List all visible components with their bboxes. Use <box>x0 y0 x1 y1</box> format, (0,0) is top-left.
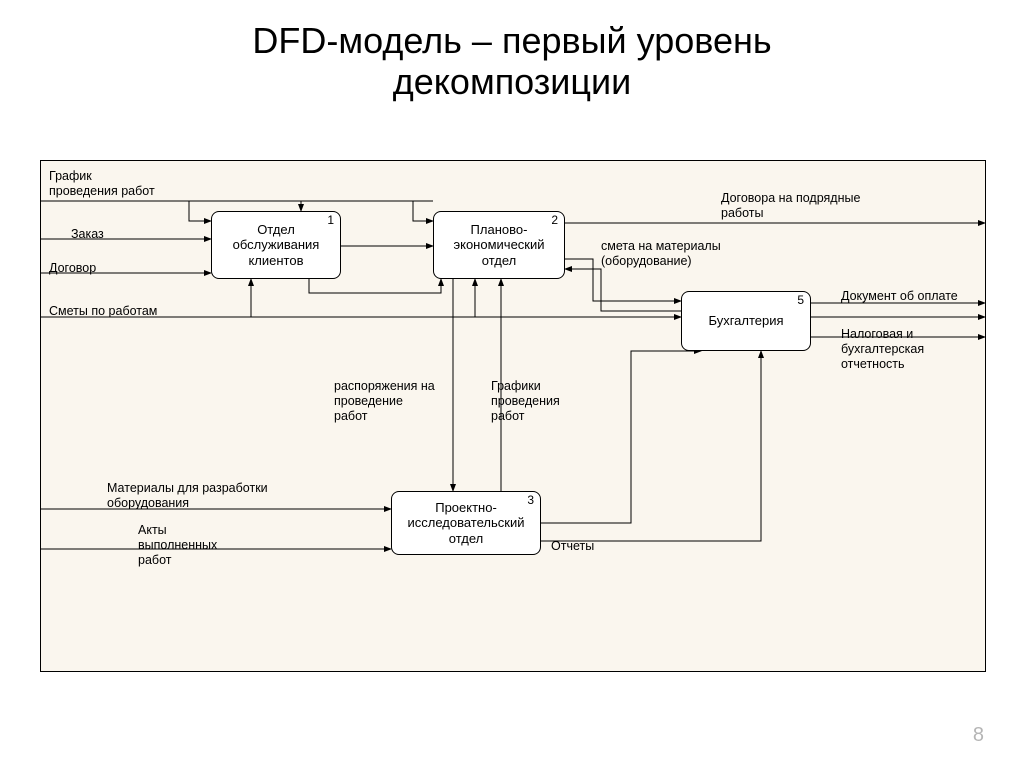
flow-arrow <box>413 201 433 221</box>
flow-arrow <box>541 351 701 523</box>
flow-label: Сметы по работам <box>49 304 157 319</box>
flow-label: Акты выполненных работ <box>138 523 217 568</box>
flow-arrow <box>309 279 441 293</box>
flow-label: смета на материалы (оборудование) <box>601 239 721 269</box>
flow-label: Налоговая и бухгалтерская отчетность <box>841 327 924 372</box>
node-number: 3 <box>527 493 534 507</box>
dfd-diagram: 1 Отделобслуживанияклиентов 2 Планово-эконо… <box>40 160 986 672</box>
flow-label: Графики проведения работ <box>491 379 560 424</box>
node-label-line: отдел <box>482 253 516 269</box>
flow-label: Документ об оплате <box>841 289 958 304</box>
node-label-line: Отдел <box>257 222 295 238</box>
flow-label: распоряжения на проведение работ <box>334 379 435 424</box>
flow-arrow <box>565 269 681 311</box>
title-line-2: декомпозиции <box>393 61 632 102</box>
process-node-n5: 5 Бухгалтерия <box>681 291 811 351</box>
flow-label: График проведения работ <box>49 169 155 199</box>
node-label-line: Планово- <box>471 222 528 238</box>
node-label-line: Проектно- <box>435 500 497 516</box>
flow-arrow <box>189 201 211 221</box>
node-number: 5 <box>797 293 804 307</box>
slide-title: DFD-модель – первый уровень декомпозиции <box>0 20 1024 103</box>
node-label-line: исследовательский <box>408 515 525 531</box>
flow-label: Отчеты <box>551 539 594 554</box>
flow-arrow <box>541 351 761 541</box>
process-node-n3: 3 Проектно-исследовательскийотдел <box>391 491 541 555</box>
node-number: 1 <box>327 213 334 227</box>
node-label-line: клиентов <box>248 253 303 269</box>
process-node-n2: 2 Планово-экономическийотдел <box>433 211 565 279</box>
node-label-line: экономический <box>453 237 544 253</box>
page-number: 8 <box>973 724 984 747</box>
node-label-line: отдел <box>449 531 483 547</box>
process-node-n1: 1 Отделобслуживанияклиентов <box>211 211 341 279</box>
node-number: 2 <box>551 213 558 227</box>
title-line-1: DFD-модель – первый уровень <box>252 20 771 61</box>
node-label-line: Бухгалтерия <box>708 313 783 329</box>
flow-label: Заказ <box>71 227 104 242</box>
flow-label: Материалы для разработки оборудования <box>107 481 268 511</box>
flow-label: Договор <box>49 261 96 276</box>
node-label-line: обслуживания <box>233 237 320 253</box>
flow-label: Договора на подрядные работы <box>721 191 860 221</box>
